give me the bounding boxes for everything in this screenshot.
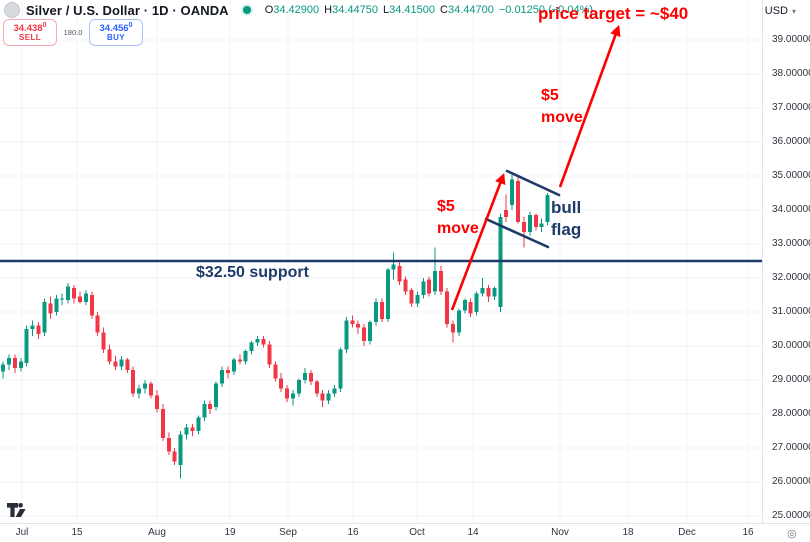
market-status-icon[interactable] bbox=[242, 6, 251, 14]
price-axis-label: 36.00000 bbox=[772, 136, 810, 147]
sell-label: SELL bbox=[18, 33, 42, 43]
time-axis-label: Jul bbox=[15, 527, 29, 538]
price-axis-label: 30.00000 bbox=[772, 340, 810, 351]
currency-selector[interactable]: USD ▾ bbox=[765, 5, 796, 17]
buy-button[interactable]: 34.4560 BUY bbox=[89, 19, 143, 46]
time-axis-label: 19 bbox=[224, 527, 236, 538]
price-axis[interactable]: 39.00000 38.00000 37.00000 36.00000 35.00000… bbox=[768, 0, 810, 523]
ohlc-open: O34.42900 bbox=[264, 4, 320, 16]
price-target-arrow bbox=[558, 24, 621, 188]
time-axis[interactable]: Jul 15 Aug 19 Sep 16 Oct 14 Nov 18 Dec 16 bbox=[0, 525, 762, 542]
time-axis-label: 15 bbox=[71, 527, 83, 538]
bull-flag-annotation-line1: bull bbox=[551, 198, 582, 217]
price-axis-label: 27.00000 bbox=[772, 442, 810, 453]
bull-flag-channel bbox=[484, 169, 561, 249]
chart-header: Silver / U.S. Dollar · 1D · OANDA O34.42… bbox=[4, 2, 593, 18]
time-axis-label: 16 bbox=[347, 527, 359, 538]
time-axis-label: Aug bbox=[148, 527, 166, 538]
symbol-logo-icon[interactable] bbox=[4, 2, 20, 18]
buy-label: BUY bbox=[106, 33, 126, 43]
ohlc-high: H34.44750 bbox=[324, 4, 378, 16]
price-axis-label: 29.00000 bbox=[772, 374, 810, 385]
price-target-annotation: price target = ~$40 bbox=[538, 4, 689, 23]
price-axis-label: 28.00000 bbox=[772, 408, 810, 419]
chevron-down-icon: ▾ bbox=[791, 6, 796, 16]
price-axis-label: 37.00000 bbox=[772, 102, 810, 113]
time-axis-label: 16 bbox=[742, 527, 754, 538]
ohlc-close: C34.44700 bbox=[440, 4, 494, 16]
spread-value: 180.0 bbox=[63, 27, 83, 37]
sell-button[interactable]: 34.4380 SELL bbox=[3, 19, 57, 46]
time-axis-label: Nov bbox=[551, 527, 569, 538]
change-value: −0.01250 (−0.04%) bbox=[498, 4, 594, 16]
price-axis-label: 32.00000 bbox=[772, 272, 810, 283]
price-axis-label: 31.00000 bbox=[772, 306, 810, 317]
time-axis-label: 14 bbox=[467, 527, 479, 538]
currency-label: USD bbox=[764, 5, 788, 17]
price-axis-label: 38.00000 bbox=[772, 68, 810, 79]
price-scale-settings-icon[interactable]: ◎ bbox=[787, 528, 797, 540]
ohlc-values: O34.42900 H34.44750 L34.41500 C34.44700 … bbox=[265, 4, 593, 16]
candlestick-series bbox=[1, 172, 550, 479]
ohlc-low: L34.41500 bbox=[382, 4, 435, 16]
support-level-annotation: $32.50 support bbox=[196, 264, 309, 281]
five-dollar-move-upper-line1: $5 bbox=[541, 87, 559, 104]
symbol-title[interactable]: Silver / U.S. Dollar · 1D · OANDA bbox=[26, 2, 229, 18]
tradingview-logo-icon[interactable] bbox=[7, 503, 31, 519]
price-axis-label: 33.00000 bbox=[772, 238, 810, 249]
time-axis-label: Dec bbox=[678, 527, 696, 538]
pole-arrow bbox=[450, 172, 506, 311]
five-dollar-move-upper-line2: move bbox=[541, 109, 583, 126]
five-dollar-move-lower-line1: $5 bbox=[437, 198, 455, 215]
time-axis-label: Sep bbox=[279, 527, 297, 538]
bull-flag-annotation-line2: flag bbox=[551, 220, 582, 239]
price-axis-label: 26.00000 bbox=[772, 476, 810, 487]
price-axis-label: 25.00000 bbox=[772, 510, 810, 521]
time-axis-label: 18 bbox=[622, 527, 634, 538]
price-axis-label: 34.00000 bbox=[772, 204, 810, 215]
price-axis-label: 39.00000 bbox=[772, 34, 810, 45]
price-axis-divider bbox=[762, 0, 763, 523]
five-dollar-move-lower-line2: move bbox=[437, 220, 479, 237]
time-axis-divider bbox=[0, 523, 810, 524]
trade-panel: 34.4380 SELL 180.0 34.4560 BUY bbox=[3, 19, 143, 46]
time-axis-label: Oct bbox=[409, 527, 425, 538]
price-axis-label: 35.00000 bbox=[772, 170, 810, 181]
